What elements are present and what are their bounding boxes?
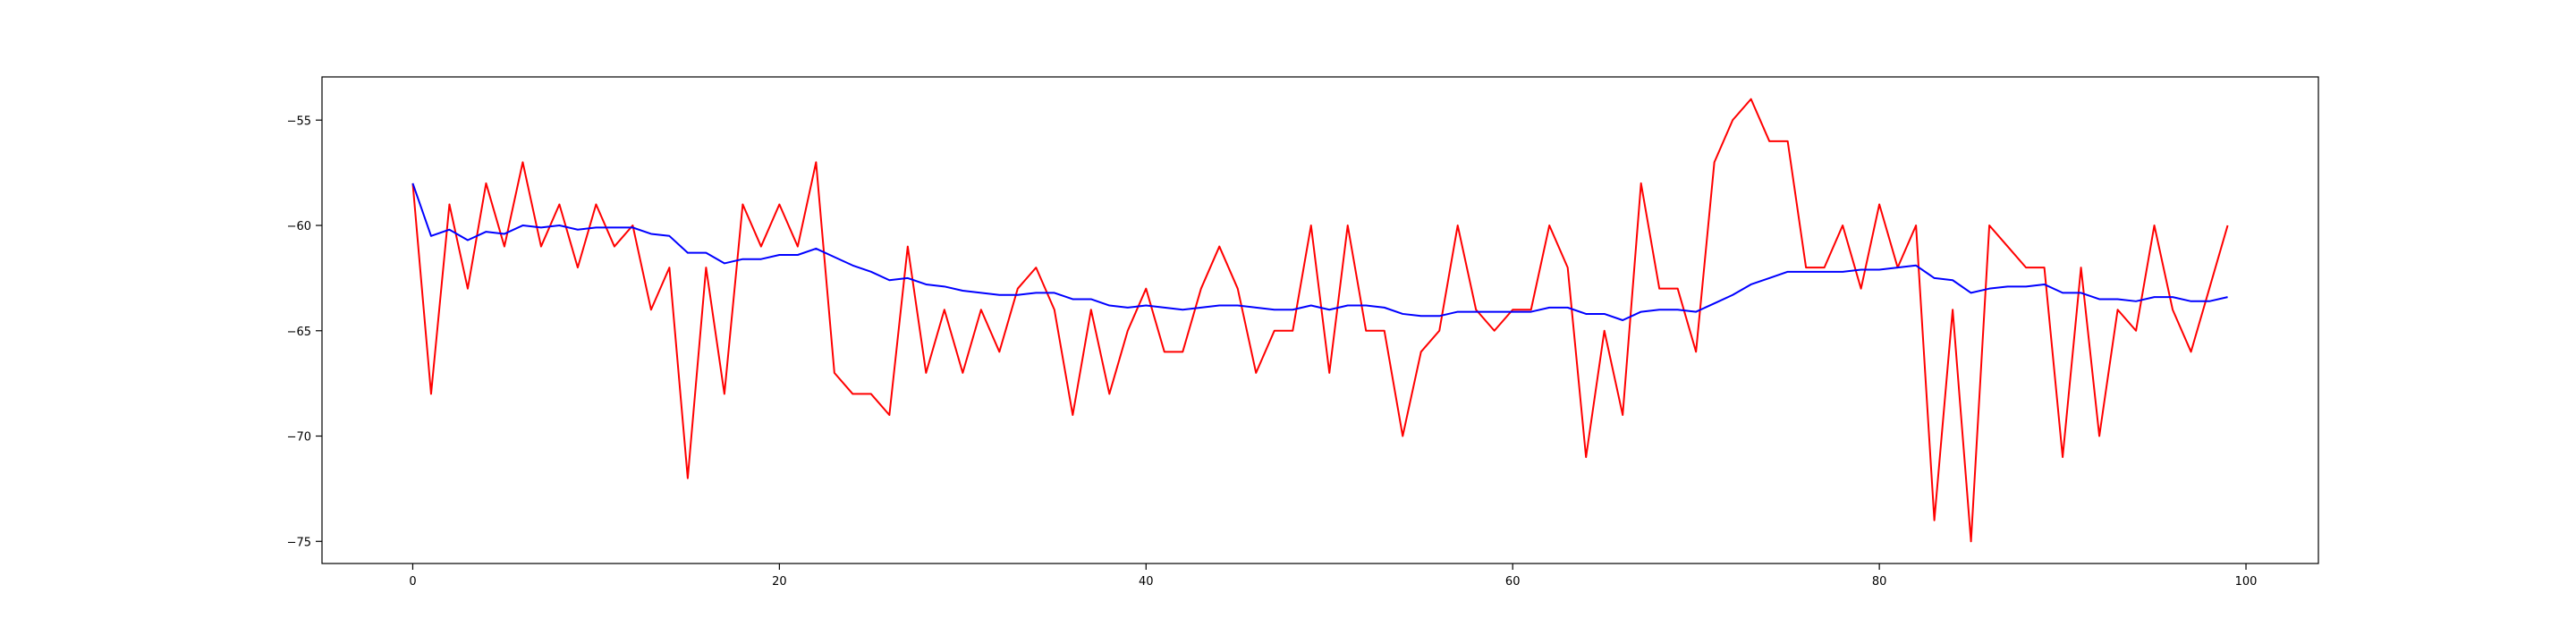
y-tick-label: −75 [287, 536, 311, 549]
y-axis: −55 −60 −65 −70 −75 [287, 114, 322, 549]
x-tick-label: 80 [1872, 575, 1887, 589]
x-axis: 0 20 40 60 80 100 [409, 564, 2257, 589]
x-tick-label: 20 [772, 575, 787, 589]
series-line-1 [411, 97, 2229, 543]
x-tick-label: 60 [1505, 575, 1521, 589]
plot-area-frame [321, 76, 2319, 564]
x-tick-label: 40 [1139, 575, 1154, 589]
series-line-2 [411, 182, 2228, 321]
y-tick-label: −70 [287, 431, 311, 445]
y-tick-label: −55 [287, 114, 311, 128]
x-tick-label: 100 [2235, 575, 2258, 589]
y-tick-label: −65 [287, 326, 311, 339]
y-tick-label: −60 [287, 220, 311, 233]
x-tick-label: 0 [409, 575, 416, 589]
series-layer [411, 97, 2229, 543]
